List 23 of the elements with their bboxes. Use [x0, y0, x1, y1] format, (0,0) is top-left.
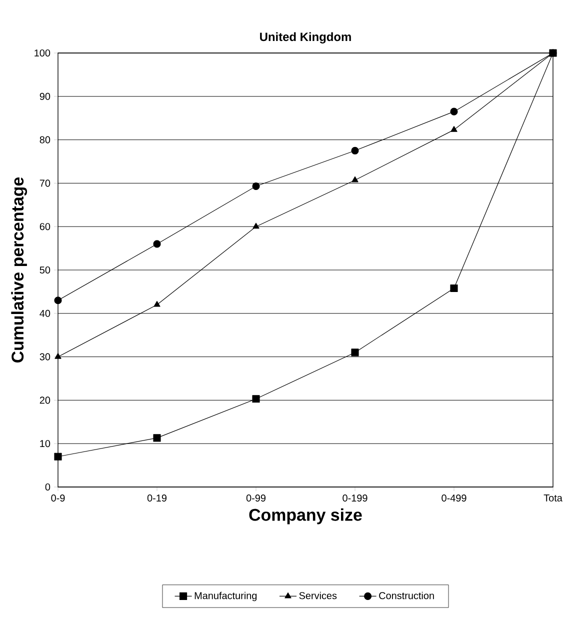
- x-tick-label: 0-99: [246, 494, 266, 502]
- x-tick-label: 0-9: [51, 494, 65, 502]
- y-axis-title: Cumulative percentage: [11, 177, 28, 362]
- y-tick-label: 60: [40, 223, 50, 230]
- y-tick-label: 10: [40, 440, 50, 448]
- y-tick-label: 90: [40, 92, 50, 100]
- legend-label: Construction: [379, 592, 434, 600]
- y-tick-label: 50: [40, 266, 50, 274]
- x-axis-title: Company size: [249, 508, 362, 524]
- y-tick-label: 0: [45, 483, 50, 491]
- y-tick-label: 20: [40, 396, 50, 404]
- y-tick-label: 30: [40, 353, 50, 360]
- x-tick-label: 0-499: [442, 494, 466, 502]
- y-tick-label: 100: [34, 49, 50, 57]
- legend-label: Services: [299, 592, 337, 600]
- y-tick-label: 80: [40, 136, 50, 144]
- chart-title: United Kingdom: [260, 32, 351, 44]
- x-tick-label: Tota: [544, 494, 562, 502]
- x-tick-label: 0-19: [147, 494, 167, 502]
- x-tick-label: 0-199: [342, 494, 368, 502]
- y-tick-label: 40: [40, 310, 50, 317]
- legend-label: Manufacturing: [194, 592, 257, 602]
- y-tick-label: 70: [40, 180, 50, 187]
